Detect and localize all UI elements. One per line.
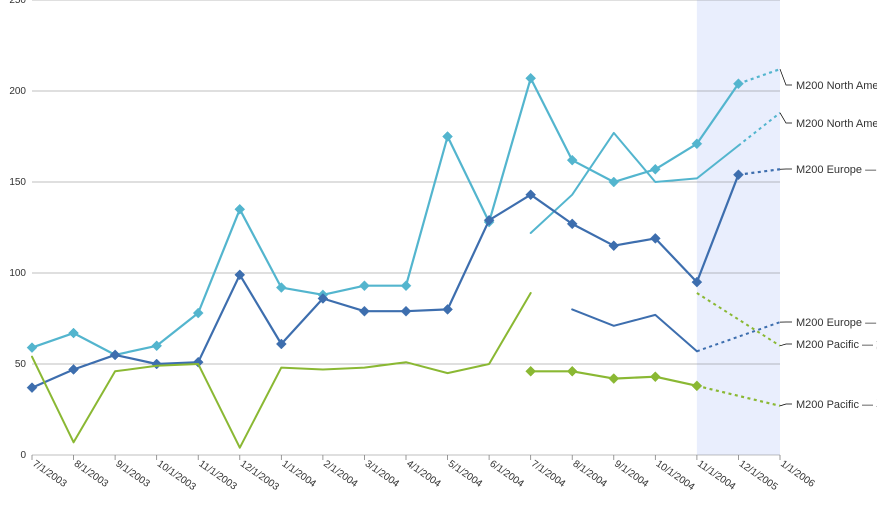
forecast-band — [697, 0, 780, 455]
legend-label-m200-north-america-b: M200 North America — 彙總 — [796, 116, 877, 130]
x-tick-label: 5/1/2004 — [446, 458, 485, 490]
series-line-m200-pacific-b — [32, 293, 531, 448]
y-tick-label: 100 — [9, 268, 26, 279]
legend-connector — [780, 69, 792, 85]
series-marker-m200-north-america-a — [235, 204, 245, 214]
series-line-m200-north-america-a — [32, 78, 738, 355]
series-marker-m200-pacific-a — [567, 366, 577, 376]
series-marker-m200-north-america-a — [526, 73, 536, 83]
x-tick-label: 12/1/2005 — [737, 458, 780, 493]
x-tick-label-group: 12/1/2005 — [737, 458, 780, 493]
x-tick-label: 3/1/2004 — [363, 458, 402, 490]
x-tick-label-group: 11/1/2003 — [197, 458, 240, 492]
x-tick-label: 7/1/2003 — [30, 458, 69, 490]
x-tick-label-group: 10/1/2003 — [155, 458, 198, 493]
series-line-m200-europe-b — [572, 309, 697, 351]
x-tick-label-group: 9/1/2004 — [612, 458, 651, 490]
x-tick-label: 12/1/2003 — [238, 458, 281, 493]
x-tick-label-group: 10/1/2004 — [654, 458, 697, 493]
x-tick-label: 7/1/2004 — [529, 458, 568, 490]
series-marker-m200-pacific-a — [650, 372, 660, 382]
x-tick-label: 10/1/2003 — [155, 458, 198, 493]
series-marker-m200-north-america-a — [567, 155, 577, 165]
x-tick-label: 8/1/2004 — [571, 458, 610, 490]
y-tick-label: 200 — [9, 86, 26, 97]
x-tick-label-group: 9/1/2003 — [113, 458, 152, 490]
x-tick-label-group: 4/1/2004 — [404, 458, 443, 490]
y-tick-label: 250 — [9, 0, 26, 6]
series-marker-m200-europe-a — [401, 306, 411, 316]
legend-connector — [780, 404, 792, 406]
x-tick-label-group: 1/1/2004 — [280, 458, 319, 490]
x-tick-label: 8/1/2003 — [72, 458, 111, 490]
x-tick-label: 1/1/2004 — [280, 458, 319, 490]
series-marker-m200-north-america-a — [401, 281, 411, 291]
x-tick-label: 11/1/2003 — [197, 458, 240, 492]
legend-connector — [780, 113, 792, 123]
series-marker-m200-north-america-a — [443, 132, 453, 142]
x-tick-label-group: 6/1/2004 — [487, 458, 526, 490]
legend-label-m200-europe-b: M200 Europe — 彙總 — [796, 315, 877, 329]
series-marker-m200-north-america-a — [27, 343, 37, 353]
x-tick-label: 4/1/2004 — [404, 458, 443, 490]
series-marker-m200-europe-a — [359, 306, 369, 316]
series-marker-m200-pacific-a — [609, 374, 619, 384]
series-marker-m200-pacific-a — [526, 366, 536, 376]
chart-container: 0501001502002507/1/20038/1/20039/1/20031… — [0, 0, 877, 512]
x-tick-label-group: 2/1/2004 — [321, 458, 360, 490]
legend-label-m200-pacific-a: M200 Pacific — 專用 — [796, 398, 877, 411]
series-marker-m200-europe-a — [110, 350, 120, 360]
series-marker-m200-north-america-a — [650, 164, 660, 174]
series-marker-m200-europe-a — [443, 304, 453, 314]
x-tick-label-group: 11/1/2004 — [695, 458, 738, 492]
legend-label-m200-pacific-b: M200 Pacific — 彙總 — [796, 337, 877, 351]
x-tick-label-group: 7/1/2004 — [529, 458, 568, 490]
legend-label-m200-north-america-a: M200 North America — 專用 — [796, 79, 877, 92]
x-tick-label-group: 5/1/2004 — [446, 458, 485, 490]
x-tick-label-group: 8/1/2003 — [72, 458, 111, 490]
x-tick-label: 6/1/2004 — [487, 458, 526, 490]
legend-label-m200-europe-a: M200 Europe — 專用 — [796, 163, 877, 176]
series-marker-m200-europe-a — [152, 359, 162, 369]
x-tick-label: 9/1/2004 — [612, 458, 651, 490]
series-marker-m200-europe-a — [609, 241, 619, 251]
x-tick-label: 2/1/2004 — [321, 458, 360, 490]
series-marker-m200-north-america-a — [609, 177, 619, 187]
x-tick-label: 11/1/2004 — [695, 458, 738, 492]
line-chart: 0501001502002507/1/20038/1/20039/1/20031… — [0, 0, 877, 512]
y-tick-label: 150 — [9, 177, 26, 188]
x-tick-label-group: 3/1/2004 — [363, 458, 402, 490]
x-tick-label: 1/1/2006 — [778, 458, 817, 490]
legend-connector — [780, 344, 792, 346]
series-line-m200-europe-a — [32, 175, 738, 388]
x-tick-label-group: 7/1/2003 — [30, 458, 69, 490]
x-tick-label: 9/1/2003 — [113, 458, 152, 490]
y-tick-label: 50 — [15, 359, 27, 370]
series-marker-m200-europe-a — [27, 383, 37, 393]
x-tick-label-group: 8/1/2004 — [571, 458, 610, 490]
series-marker-m200-europe-a — [69, 364, 79, 374]
y-tick-label: 0 — [20, 450, 26, 461]
series-marker-m200-europe-a — [235, 270, 245, 280]
series-marker-m200-north-america-a — [69, 328, 79, 338]
x-tick-label: 10/1/2004 — [654, 458, 697, 493]
series-marker-m200-north-america-a — [359, 281, 369, 291]
x-tick-label-group: 1/1/2006 — [778, 458, 817, 490]
series-marker-m200-north-america-a — [276, 283, 286, 293]
x-tick-label-group: 12/1/2003 — [238, 458, 281, 493]
